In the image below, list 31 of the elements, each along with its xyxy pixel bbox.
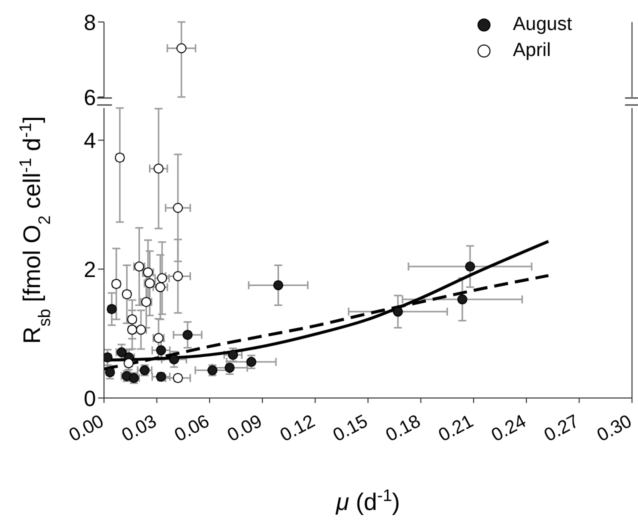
x-tick-label: 0.06 — [170, 410, 212, 446]
point — [169, 354, 180, 364]
x-tick-label: 0.12 — [276, 410, 318, 446]
x-tick-label: 0.09 — [224, 410, 266, 446]
x-tick-label: 0.21 — [434, 410, 476, 446]
x-tick-label: 0.18 — [382, 410, 424, 446]
point — [172, 271, 183, 282]
point — [154, 164, 164, 174]
point — [172, 202, 183, 213]
point — [182, 330, 193, 340]
point — [457, 294, 468, 304]
y-tick-label: 4 — [84, 128, 96, 154]
x-tick-label: 0.27 — [540, 410, 582, 446]
point — [155, 282, 166, 292]
point — [156, 345, 166, 356]
x-tick-label: 0.00 — [65, 410, 107, 446]
point — [392, 306, 403, 317]
x-axis-title: μ (d$^{-1}$) — [334, 486, 400, 516]
x-tick-label: 0.15 — [329, 410, 371, 446]
x-tick-label: 0.03 — [118, 410, 160, 446]
x-tick-label: 0.30 — [593, 410, 635, 446]
legend-label: April — [512, 40, 551, 62]
y-tick-label: 0 — [84, 386, 96, 411]
y-tick-label: 2 — [84, 256, 96, 282]
point — [465, 262, 476, 272]
y-tick-label: 6 — [84, 84, 96, 110]
legend-label: August — [512, 14, 572, 36]
y-tick-label: 8 — [84, 10, 96, 35]
x-tick-label: 0.24 — [488, 410, 530, 446]
point — [246, 356, 256, 367]
point — [273, 280, 284, 290]
